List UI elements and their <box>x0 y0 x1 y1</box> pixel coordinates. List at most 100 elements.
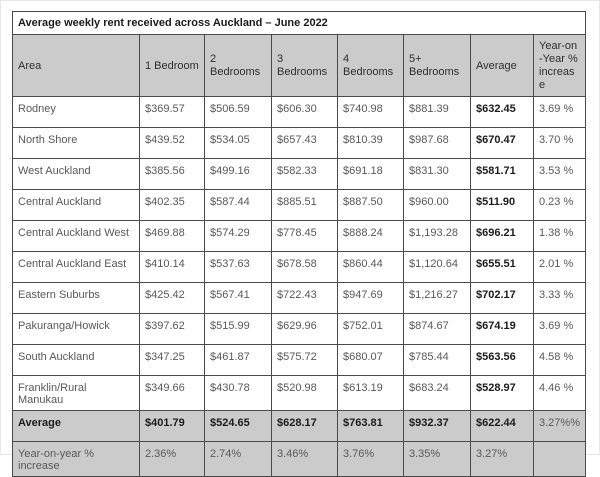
rent-cell: $613.19 <box>337 375 404 411</box>
rent-cell: $1,120.64 <box>403 251 471 283</box>
rent-cell: $506.59 <box>204 96 272 128</box>
average-cell: $511.90 <box>470 189 534 221</box>
table-row-central-auckland: Central Auckland $402.35 $587.44 $885.51… <box>12 189 587 221</box>
rent-cell: $524.65 <box>204 410 272 442</box>
table-title: Average weekly rent received across Auck… <box>11 11 587 35</box>
table-row-west-auckland: West Auckland $385.56 $499.16 $582.33 $6… <box>12 158 587 190</box>
rent-cell: $860.44 <box>337 251 404 283</box>
rent-cell: $369.57 <box>139 96 205 128</box>
rent-cell: $1,193.28 <box>403 220 471 252</box>
yoy-cell: 3.69 % <box>532 313 587 345</box>
table-row-eastern-suburbs: Eastern Suburbs $425.42 $567.41 $722.43 … <box>12 282 587 314</box>
empty-cell <box>532 441 587 477</box>
rent-cell: $582.33 <box>271 158 338 190</box>
rent-cell: $397.62 <box>139 313 205 345</box>
average-cell: $655.51 <box>470 251 534 283</box>
rent-cell: $499.16 <box>204 158 272 190</box>
rent-cell: $752.01 <box>337 313 404 345</box>
rent-cell: $874.67 <box>403 313 471 345</box>
yoy-cell: 2.01 % <box>532 251 587 283</box>
rent-cell: $887.50 <box>337 189 404 221</box>
table-row-franklin-rural-manukau: Franklin/Rural Manukau $349.66 $430.78 $… <box>12 375 587 411</box>
average-cell: $674.19 <box>470 313 534 345</box>
rent-cell: $947.69 <box>337 282 404 314</box>
rent-cell: $888.24 <box>337 220 404 252</box>
rent-cell: $987.68 <box>403 127 471 159</box>
table-row-average: Average $401.79 $524.65 $628.17 $763.81 … <box>12 410 587 442</box>
rent-cell: $469.88 <box>139 220 205 252</box>
rent-cell: $520.98 <box>271 375 338 411</box>
table-title-row: Average weekly rent received across Auck… <box>11 11 587 35</box>
average-cell: $528.97 <box>470 375 534 411</box>
rent-cell: $932.37 <box>403 410 471 442</box>
area-cell: South Auckland <box>12 344 140 376</box>
rent-cell: $885.51 <box>271 189 338 221</box>
rent-cell: $691.18 <box>337 158 404 190</box>
area-cell: West Auckland <box>12 158 140 190</box>
rent-cell: $960.00 <box>403 189 471 221</box>
rent-cell: $347.25 <box>139 344 205 376</box>
yoy-cell: 4.46 % <box>532 375 587 411</box>
area-cell: Central Auckland West <box>12 220 140 252</box>
column-header-area: Area <box>12 34 140 97</box>
rent-cell: $683.24 <box>403 375 471 411</box>
rent-cell: $657.43 <box>271 127 338 159</box>
rent-cell: $575.72 <box>271 344 338 376</box>
rent-cell: $785.44 <box>403 344 471 376</box>
rent-cell: $425.42 <box>139 282 205 314</box>
rent-cell: $587.44 <box>204 189 272 221</box>
rent-cell: $881.39 <box>403 96 471 128</box>
column-header-3-bedrooms: 3 Bedrooms <box>271 34 338 97</box>
column-header-year-on-year: Year-on-Year % increase <box>532 34 587 97</box>
table-row-north-shore: North Shore $439.52 $534.05 $657.43 $810… <box>12 127 587 159</box>
rent-cell: $430.78 <box>204 375 272 411</box>
rent-cell: $461.87 <box>204 344 272 376</box>
area-cell: Franklin/Rural Manukau <box>12 375 140 411</box>
rent-cell: $439.52 <box>139 127 205 159</box>
table-header-row: Area 1 Bedroom 2 Bedrooms 3 Bedrooms 4 B… <box>12 34 587 97</box>
average-cell: $702.17 <box>470 282 534 314</box>
column-header-2-bedrooms: 2 Bedrooms <box>204 34 272 97</box>
rent-cell: $567.41 <box>204 282 272 314</box>
rent-cell: $831.30 <box>403 158 471 190</box>
rent-cell: $810.39 <box>337 127 404 159</box>
rent-cell: $401.79 <box>139 410 205 442</box>
yoy-cell: 3.33 % <box>532 282 587 314</box>
rent-cell: $574.29 <box>204 220 272 252</box>
rent-cell: $1,216.27 <box>403 282 471 314</box>
table-row-central-auckland-east: Central Auckland East $410.14 $537.63 $6… <box>12 251 587 283</box>
rent-cell: $606.30 <box>271 96 338 128</box>
rent-cell: $410.14 <box>139 251 205 283</box>
yoy-cell: 3.53 % <box>532 158 587 190</box>
rent-cell: $534.05 <box>204 127 272 159</box>
area-cell: Pakuranga/Howick <box>12 313 140 345</box>
percent-cell: 3.76% <box>337 441 404 477</box>
column-header-5plus-bedrooms: 5+ Bedrooms <box>403 34 471 97</box>
area-cell: Rodney <box>12 96 140 128</box>
increase-row-label: Year-on-year % increase <box>12 441 140 477</box>
table-row-south-auckland: South Auckland $347.25 $461.87 $575.72 $… <box>12 344 587 376</box>
column-header-4-bedrooms: 4 Bedrooms <box>337 34 404 97</box>
average-cell: $581.71 <box>470 158 534 190</box>
rent-cell: $515.99 <box>204 313 272 345</box>
rent-cell: $402.35 <box>139 189 205 221</box>
table-row-central-auckland-west: Central Auckland West $469.88 $574.29 $7… <box>12 220 587 252</box>
rent-cell: $778.45 <box>271 220 338 252</box>
yoy-cell: 0.23 % <box>532 189 587 221</box>
table-row-rodney: Rodney $369.57 $506.59 $606.30 $740.98 $… <box>12 96 587 128</box>
yoy-cell: 3.27%% <box>532 410 587 442</box>
rent-cell: $628.17 <box>271 410 338 442</box>
average-cell: $632.45 <box>470 96 534 128</box>
area-cell: Eastern Suburbs <box>12 282 140 314</box>
column-header-average: Average <box>470 34 534 97</box>
area-cell: Central Auckland East <box>12 251 140 283</box>
rent-cell: $680.07 <box>337 344 404 376</box>
average-cell: $563.56 <box>470 344 534 376</box>
rent-table: Average weekly rent received across Auck… <box>11 11 587 477</box>
column-header-1-bedroom: 1 Bedroom <box>139 34 205 97</box>
rent-cell: $385.56 <box>139 158 205 190</box>
average-row-label: Average <box>12 410 140 442</box>
table-row-year-on-year-increase: Year-on-year % increase 2.36% 2.74% 3.46… <box>12 441 587 477</box>
rent-cell: $740.98 <box>337 96 404 128</box>
area-cell: Central Auckland <box>12 189 140 221</box>
